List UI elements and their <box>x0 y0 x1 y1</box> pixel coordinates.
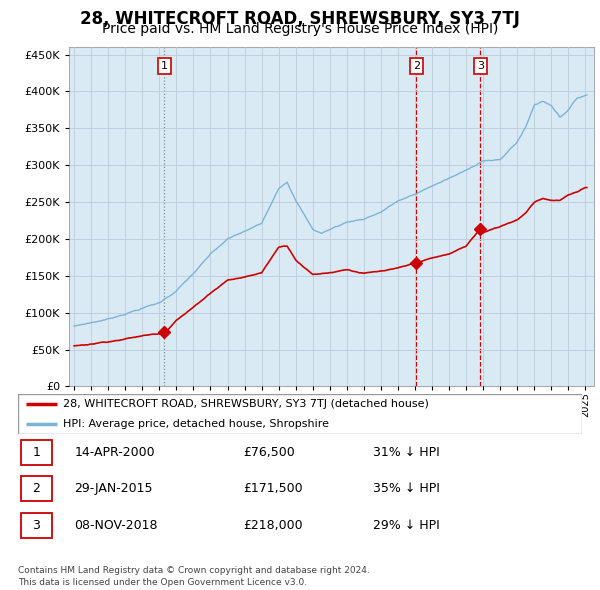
Text: 14-APR-2000: 14-APR-2000 <box>74 445 155 459</box>
Text: 08-NOV-2018: 08-NOV-2018 <box>74 519 158 532</box>
FancyBboxPatch shape <box>21 440 52 465</box>
Text: 3: 3 <box>32 519 40 532</box>
Text: £76,500: £76,500 <box>244 445 295 459</box>
Text: Contains HM Land Registry data © Crown copyright and database right 2024.: Contains HM Land Registry data © Crown c… <box>18 566 370 575</box>
Text: £171,500: £171,500 <box>244 482 303 496</box>
Text: 2: 2 <box>32 482 40 496</box>
Text: 2: 2 <box>413 61 420 71</box>
Text: This data is licensed under the Open Government Licence v3.0.: This data is licensed under the Open Gov… <box>18 578 307 587</box>
Text: 29% ↓ HPI: 29% ↓ HPI <box>373 519 440 532</box>
Text: 3: 3 <box>477 61 484 71</box>
Text: 35% ↓ HPI: 35% ↓ HPI <box>373 482 440 496</box>
FancyBboxPatch shape <box>21 513 52 538</box>
Text: 1: 1 <box>161 61 168 71</box>
Text: 28, WHITECROFT ROAD, SHREWSBURY, SY3 7TJ: 28, WHITECROFT ROAD, SHREWSBURY, SY3 7TJ <box>80 10 520 28</box>
Text: 31% ↓ HPI: 31% ↓ HPI <box>373 445 440 459</box>
Text: 29-JAN-2015: 29-JAN-2015 <box>74 482 153 496</box>
Text: £218,000: £218,000 <box>244 519 303 532</box>
FancyBboxPatch shape <box>21 476 52 502</box>
Text: HPI: Average price, detached house, Shropshire: HPI: Average price, detached house, Shro… <box>63 419 329 428</box>
Text: Price paid vs. HM Land Registry's House Price Index (HPI): Price paid vs. HM Land Registry's House … <box>102 22 498 37</box>
Text: 28, WHITECROFT ROAD, SHREWSBURY, SY3 7TJ (detached house): 28, WHITECROFT ROAD, SHREWSBURY, SY3 7TJ… <box>63 399 429 408</box>
Text: 1: 1 <box>32 445 40 459</box>
